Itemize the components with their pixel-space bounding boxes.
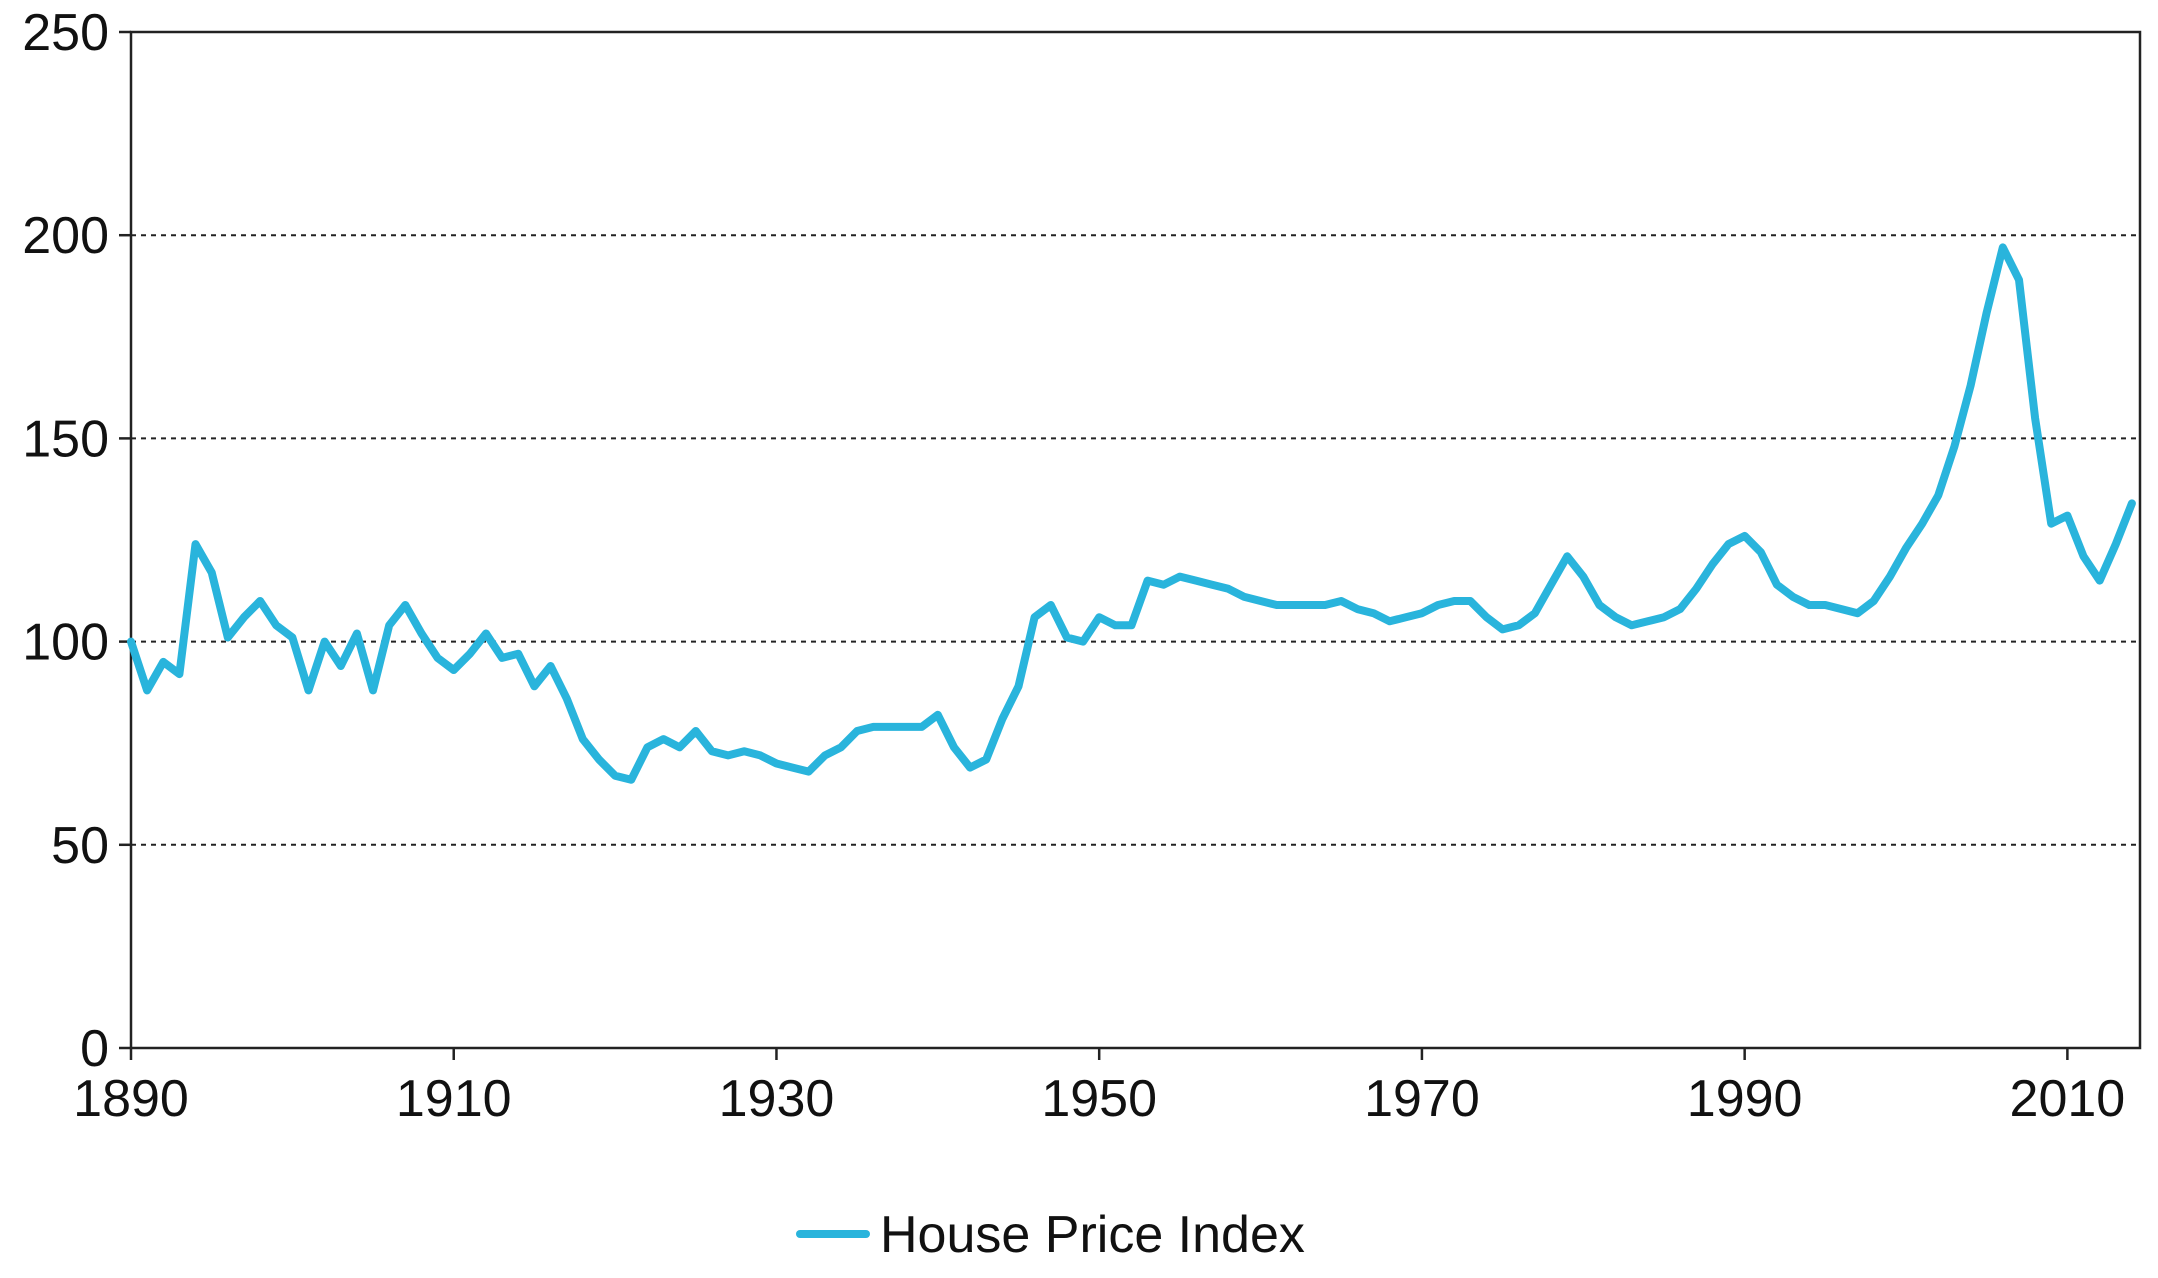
y-tick-label-200: 200 xyxy=(22,207,109,265)
y-axis: 0 50 100 150 200 250 xyxy=(22,4,131,1078)
y-tick-label-250: 250 xyxy=(22,4,109,62)
x-tick-label-1930: 1930 xyxy=(719,1070,835,1128)
x-tick-label-1890: 1890 xyxy=(73,1070,189,1128)
gridlines xyxy=(131,234,2140,846)
x-axis: 1890 1910 1930 1950 1970 1990 2010 xyxy=(73,1048,2125,1128)
x-tick-label-1990: 1990 xyxy=(1687,1070,1803,1128)
x-tick-label-1910: 1910 xyxy=(396,1070,512,1128)
x-tick-label-1950: 1950 xyxy=(1041,1070,1157,1128)
x-tick-label-1970: 1970 xyxy=(1364,1070,1480,1128)
series-line-house-price-index xyxy=(127,243,2136,784)
plot-area-border xyxy=(129,30,2142,1050)
y-tick-label-50: 50 xyxy=(51,817,109,875)
x-tick-label-2010: 2010 xyxy=(2010,1070,2126,1128)
y-tick-label-0: 0 xyxy=(80,1020,109,1078)
legend: House Price Index xyxy=(796,1206,1305,1264)
legend-label-house-price-index: House Price Index xyxy=(880,1206,1305,1264)
y-tick-label-100: 100 xyxy=(22,614,109,672)
series-layer xyxy=(127,243,2136,784)
y-tick-label-150: 150 xyxy=(22,410,109,468)
